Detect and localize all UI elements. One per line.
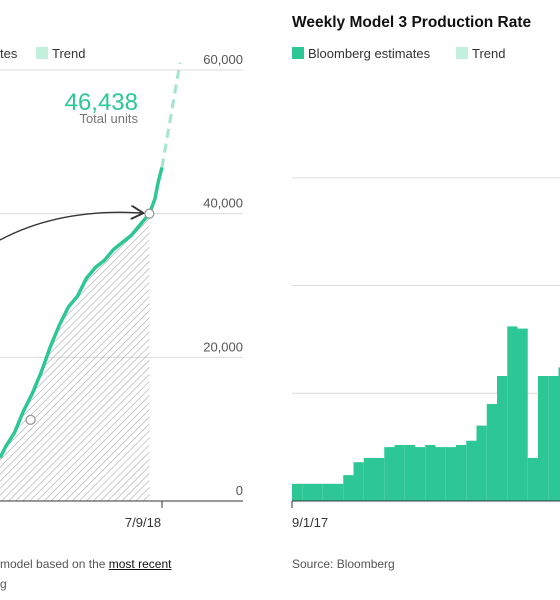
left-marker (25, 414, 36, 425)
right-bar (497, 376, 508, 501)
right-bars (292, 326, 560, 501)
right-bar (384, 447, 395, 501)
right-bar (302, 483, 313, 501)
right-bar (548, 376, 559, 501)
left-cumulative-area (0, 213, 150, 501)
left-legend: tes Trend (0, 46, 85, 61)
left-footer-source: g (0, 577, 7, 591)
right-chart-title: Weekly Model 3 Production Rate (292, 14, 532, 31)
left-y-tick-label: 40,000 (203, 196, 243, 211)
right-x-tick-label: 9/1/17 (292, 515, 328, 530)
right-bar (486, 404, 497, 501)
callout-value: 46,438 (65, 89, 138, 116)
right-bar (404, 445, 415, 501)
right-bar (343, 475, 354, 501)
right-bar (527, 457, 538, 501)
right-legend-trend-swatch (456, 47, 468, 59)
right-bar (435, 447, 446, 501)
callout-arrow (0, 212, 142, 241)
right-legend: Bloomberg estimates Trend (292, 46, 505, 61)
most-recent-link[interactable]: most recent (108, 557, 172, 571)
right-bar (292, 483, 303, 501)
right-bar (456, 445, 467, 501)
left-legend-partial-label: tes (0, 46, 18, 61)
left-trend-projection (160, 62, 182, 168)
right-bar (415, 447, 426, 501)
left-markers (25, 208, 155, 425)
right-bar (374, 457, 385, 501)
left-footer-note: model based on the most recent (0, 557, 171, 571)
right-bar (312, 483, 323, 501)
left-x-tick-label: 7/9/18 (125, 515, 161, 530)
right-bar (507, 326, 518, 501)
right-bar (333, 483, 344, 501)
right-legend-estimates-label: Bloomberg estimates (308, 46, 431, 61)
left-y-tick-labels: 0 20,000 40,000 60,000 (203, 52, 243, 498)
right-footer-source: Source: Bloomberg (292, 557, 395, 571)
right-legend-trend-label: Trend (472, 46, 505, 61)
right-bar (476, 425, 487, 501)
right-bar (466, 440, 477, 501)
right-bar (517, 328, 528, 501)
right-bar (353, 462, 364, 501)
left-footer-note-text: model based on the (0, 557, 106, 571)
right-bar (538, 376, 549, 501)
right-chart: Weekly Model 3 Production Rate Bloomberg… (291, 14, 560, 530)
right-bar (558, 367, 560, 501)
right-bar (322, 483, 333, 501)
left-legend-trend-swatch (36, 47, 48, 59)
right-bar (394, 445, 405, 501)
left-legend-trend-label: Trend (52, 46, 85, 61)
right-legend-estimates-swatch (292, 47, 304, 59)
left-y-tick-label: 60,000 (203, 52, 243, 67)
right-bar (425, 445, 436, 501)
left-chart: tes Trend 0 20,000 40,000 60,000 46,438 Tot… (0, 46, 243, 530)
left-y-tick-label: 0 (236, 483, 243, 498)
right-bar (363, 457, 374, 501)
right-bar (445, 447, 456, 501)
left-y-tick-label: 20,000 (203, 339, 243, 354)
left-marker (144, 208, 155, 219)
callout-sub-label: Total units (79, 111, 138, 126)
